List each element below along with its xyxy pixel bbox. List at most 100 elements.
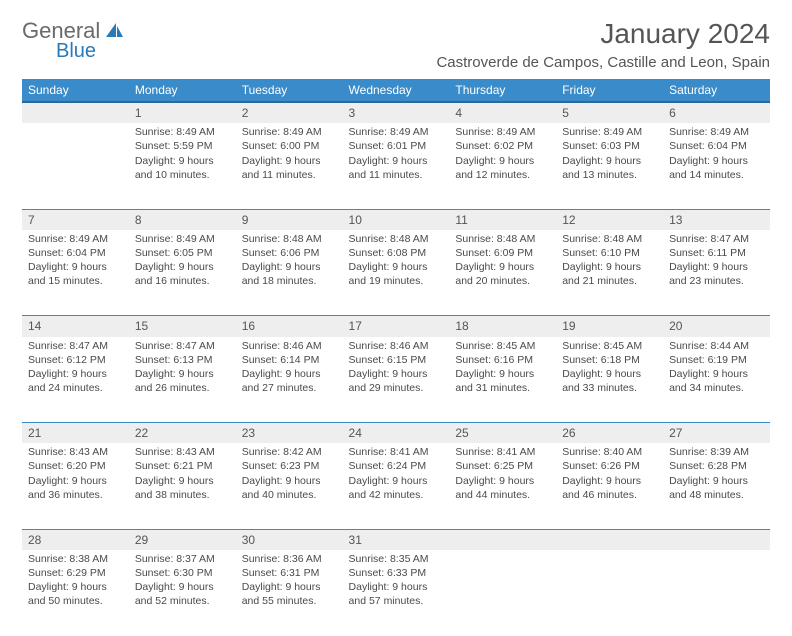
day-number: 19 [556,316,663,337]
daylight-text-2: and 14 minutes. [669,168,764,182]
daylight-text-1: Daylight: 9 hours [669,154,764,168]
daylight-text-2: and 36 minutes. [28,488,123,502]
day-cell: Sunrise: 8:49 AMSunset: 6:03 PMDaylight:… [556,123,663,209]
sunrise-text: Sunrise: 8:37 AM [135,552,230,566]
sunset-text: Sunset: 6:33 PM [349,566,444,580]
daylight-text-1: Daylight: 9 hours [455,260,550,274]
day-cell [22,123,129,209]
day-content-row: Sunrise: 8:43 AMSunset: 6:20 PMDaylight:… [22,443,770,529]
sail-icon [104,21,124,46]
day-number: 20 [663,316,770,337]
sunrise-text: Sunrise: 8:48 AM [455,232,550,246]
sunset-text: Sunset: 6:04 PM [28,246,123,260]
daylight-text-2: and 27 minutes. [242,381,337,395]
sunset-text: Sunset: 5:59 PM [135,139,230,153]
daylight-text-1: Daylight: 9 hours [455,154,550,168]
day-cell: Sunrise: 8:43 AMSunset: 6:20 PMDaylight:… [22,443,129,529]
daylight-text-2: and 24 minutes. [28,381,123,395]
sunrise-text: Sunrise: 8:48 AM [242,232,337,246]
day-number [449,529,556,550]
day-number: 23 [236,423,343,444]
sunrise-text: Sunrise: 8:45 AM [455,339,550,353]
day-number: 7 [22,209,129,230]
sunset-text: Sunset: 6:01 PM [349,139,444,153]
daylight-text-2: and 33 minutes. [562,381,657,395]
day-number-row: 28293031 [22,529,770,550]
daylight-text-1: Daylight: 9 hours [242,154,337,168]
sunrise-text: Sunrise: 8:48 AM [562,232,657,246]
sunrise-text: Sunrise: 8:47 AM [28,339,123,353]
daylight-text-2: and 20 minutes. [455,274,550,288]
weekday-header: Sunday [22,79,129,102]
day-cell: Sunrise: 8:47 AMSunset: 6:13 PMDaylight:… [129,337,236,423]
sunrise-text: Sunrise: 8:49 AM [455,125,550,139]
day-number: 11 [449,209,556,230]
sunrise-text: Sunrise: 8:47 AM [669,232,764,246]
day-number: 10 [343,209,450,230]
daylight-text-2: and 13 minutes. [562,168,657,182]
daylight-text-1: Daylight: 9 hours [349,474,444,488]
sunset-text: Sunset: 6:08 PM [349,246,444,260]
day-cell: Sunrise: 8:42 AMSunset: 6:23 PMDaylight:… [236,443,343,529]
daylight-text-1: Daylight: 9 hours [562,260,657,274]
daylight-text-2: and 50 minutes. [28,594,123,608]
weekday-header: Wednesday [343,79,450,102]
day-cell: Sunrise: 8:49 AMSunset: 6:01 PMDaylight:… [343,123,450,209]
sunset-text: Sunset: 6:03 PM [562,139,657,153]
sunrise-text: Sunrise: 8:36 AM [242,552,337,566]
day-cell: Sunrise: 8:41 AMSunset: 6:25 PMDaylight:… [449,443,556,529]
daylight-text-1: Daylight: 9 hours [28,260,123,274]
daylight-text-1: Daylight: 9 hours [242,580,337,594]
day-cell [556,550,663,636]
day-number [22,102,129,123]
sunset-text: Sunset: 6:31 PM [242,566,337,580]
daylight-text-2: and 12 minutes. [455,168,550,182]
sunset-text: Sunset: 6:18 PM [562,353,657,367]
sunset-text: Sunset: 6:11 PM [669,246,764,260]
daylight-text-2: and 10 minutes. [135,168,230,182]
day-number: 5 [556,102,663,123]
day-number: 18 [449,316,556,337]
sunrise-text: Sunrise: 8:49 AM [562,125,657,139]
daylight-text-2: and 42 minutes. [349,488,444,502]
daylight-text-2: and 26 minutes. [135,381,230,395]
day-number: 3 [343,102,450,123]
sunset-text: Sunset: 6:05 PM [135,246,230,260]
day-number: 6 [663,102,770,123]
sunrise-text: Sunrise: 8:38 AM [28,552,123,566]
daylight-text-2: and 15 minutes. [28,274,123,288]
day-cell: Sunrise: 8:48 AMSunset: 6:06 PMDaylight:… [236,230,343,316]
day-cell: Sunrise: 8:37 AMSunset: 6:30 PMDaylight:… [129,550,236,636]
daylight-text-1: Daylight: 9 hours [135,474,230,488]
daylight-text-1: Daylight: 9 hours [562,154,657,168]
sunset-text: Sunset: 6:28 PM [669,459,764,473]
daylight-text-1: Daylight: 9 hours [135,154,230,168]
day-number-row: 78910111213 [22,209,770,230]
day-number: 17 [343,316,450,337]
day-number [556,529,663,550]
daylight-text-2: and 44 minutes. [455,488,550,502]
day-cell: Sunrise: 8:46 AMSunset: 6:15 PMDaylight:… [343,337,450,423]
day-number: 4 [449,102,556,123]
day-cell: Sunrise: 8:36 AMSunset: 6:31 PMDaylight:… [236,550,343,636]
sunset-text: Sunset: 6:10 PM [562,246,657,260]
daylight-text-1: Daylight: 9 hours [242,260,337,274]
weekday-header-row: Sunday Monday Tuesday Wednesday Thursday… [22,79,770,102]
daylight-text-2: and 34 minutes. [669,381,764,395]
daylight-text-1: Daylight: 9 hours [562,367,657,381]
sunset-text: Sunset: 6:04 PM [669,139,764,153]
day-number-row: 14151617181920 [22,316,770,337]
daylight-text-1: Daylight: 9 hours [242,367,337,381]
daylight-text-1: Daylight: 9 hours [455,474,550,488]
day-number: 26 [556,423,663,444]
day-cell: Sunrise: 8:49 AMSunset: 6:00 PMDaylight:… [236,123,343,209]
day-cell: Sunrise: 8:49 AMSunset: 6:04 PMDaylight:… [663,123,770,209]
daylight-text-2: and 19 minutes. [349,274,444,288]
day-cell: Sunrise: 8:49 AMSunset: 5:59 PMDaylight:… [129,123,236,209]
daylight-text-2: and 11 minutes. [349,168,444,182]
day-number: 29 [129,529,236,550]
sunrise-text: Sunrise: 8:40 AM [562,445,657,459]
sunrise-text: Sunrise: 8:43 AM [135,445,230,459]
daylight-text-1: Daylight: 9 hours [455,367,550,381]
weekday-header: Saturday [663,79,770,102]
